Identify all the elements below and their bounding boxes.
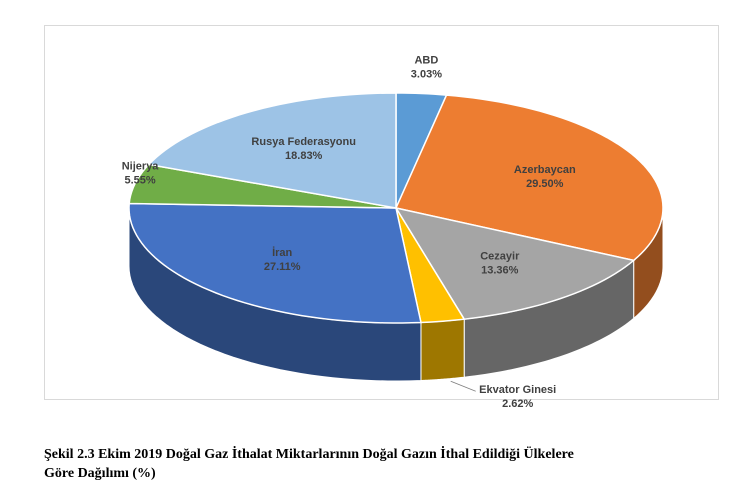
caption-line-2: Göre Dağılımı (%) bbox=[44, 466, 156, 481]
label-value-i-ran: 27.11% bbox=[264, 261, 301, 273]
slice-nijerya bbox=[128, 163, 397, 209]
label-value-rusya-federasyonu: 18.83% bbox=[285, 150, 323, 162]
label-value-azerbaycan: 29.50% bbox=[526, 178, 564, 190]
slice-rusya-federasyonu bbox=[147, 92, 397, 209]
pie-chart: ABD 3.03% Azerbaycan 29.50% Cezayir 13.36% Ekv… bbox=[122, 55, 664, 411]
slice-ekvator-ginesi bbox=[395, 207, 466, 324]
pie-tops bbox=[128, 92, 664, 324]
label-value-cezayir: 13.36% bbox=[481, 265, 519, 277]
label-name-i-ran: İran bbox=[272, 246, 292, 259]
slice-cezayir bbox=[394, 206, 636, 320]
leader-line-ekvator-ginesi bbox=[450, 380, 476, 392]
slice-azerbaycan bbox=[394, 94, 664, 262]
label-value-ekvator-ginesi: 2.62% bbox=[502, 398, 533, 410]
label-name-nijerya: Nijerya bbox=[122, 161, 160, 173]
label-name-rusya-federasyonu: Rusya Federasyonu bbox=[251, 136, 356, 148]
label-value-nijerya: 5.55% bbox=[124, 175, 155, 187]
label-value-abd: 3.03% bbox=[411, 69, 442, 81]
figure-caption: Şekil 2.3 Ekim 2019 Doğal Gaz İthalat Mi… bbox=[44, 445, 744, 483]
caption-line-1: Şekil 2.3 Ekim 2019 Doğal Gaz İthalat Mi… bbox=[44, 447, 574, 462]
slice-side-ekvator-ginesi bbox=[420, 318, 465, 382]
label-name-azerbaycan: Azerbaycan bbox=[514, 164, 576, 176]
pie-sides bbox=[128, 207, 664, 382]
label-name-cezayir: Cezayir bbox=[480, 251, 520, 263]
pie-labels: ABD 3.03% Azerbaycan 29.50% Cezayir 13.36% Ekv… bbox=[122, 55, 576, 411]
label-name-abd: ABD bbox=[414, 55, 438, 67]
label-name-ekvator-ginesi: Ekvator Ginesi bbox=[479, 384, 556, 396]
slice-i-ran bbox=[128, 202, 422, 324]
